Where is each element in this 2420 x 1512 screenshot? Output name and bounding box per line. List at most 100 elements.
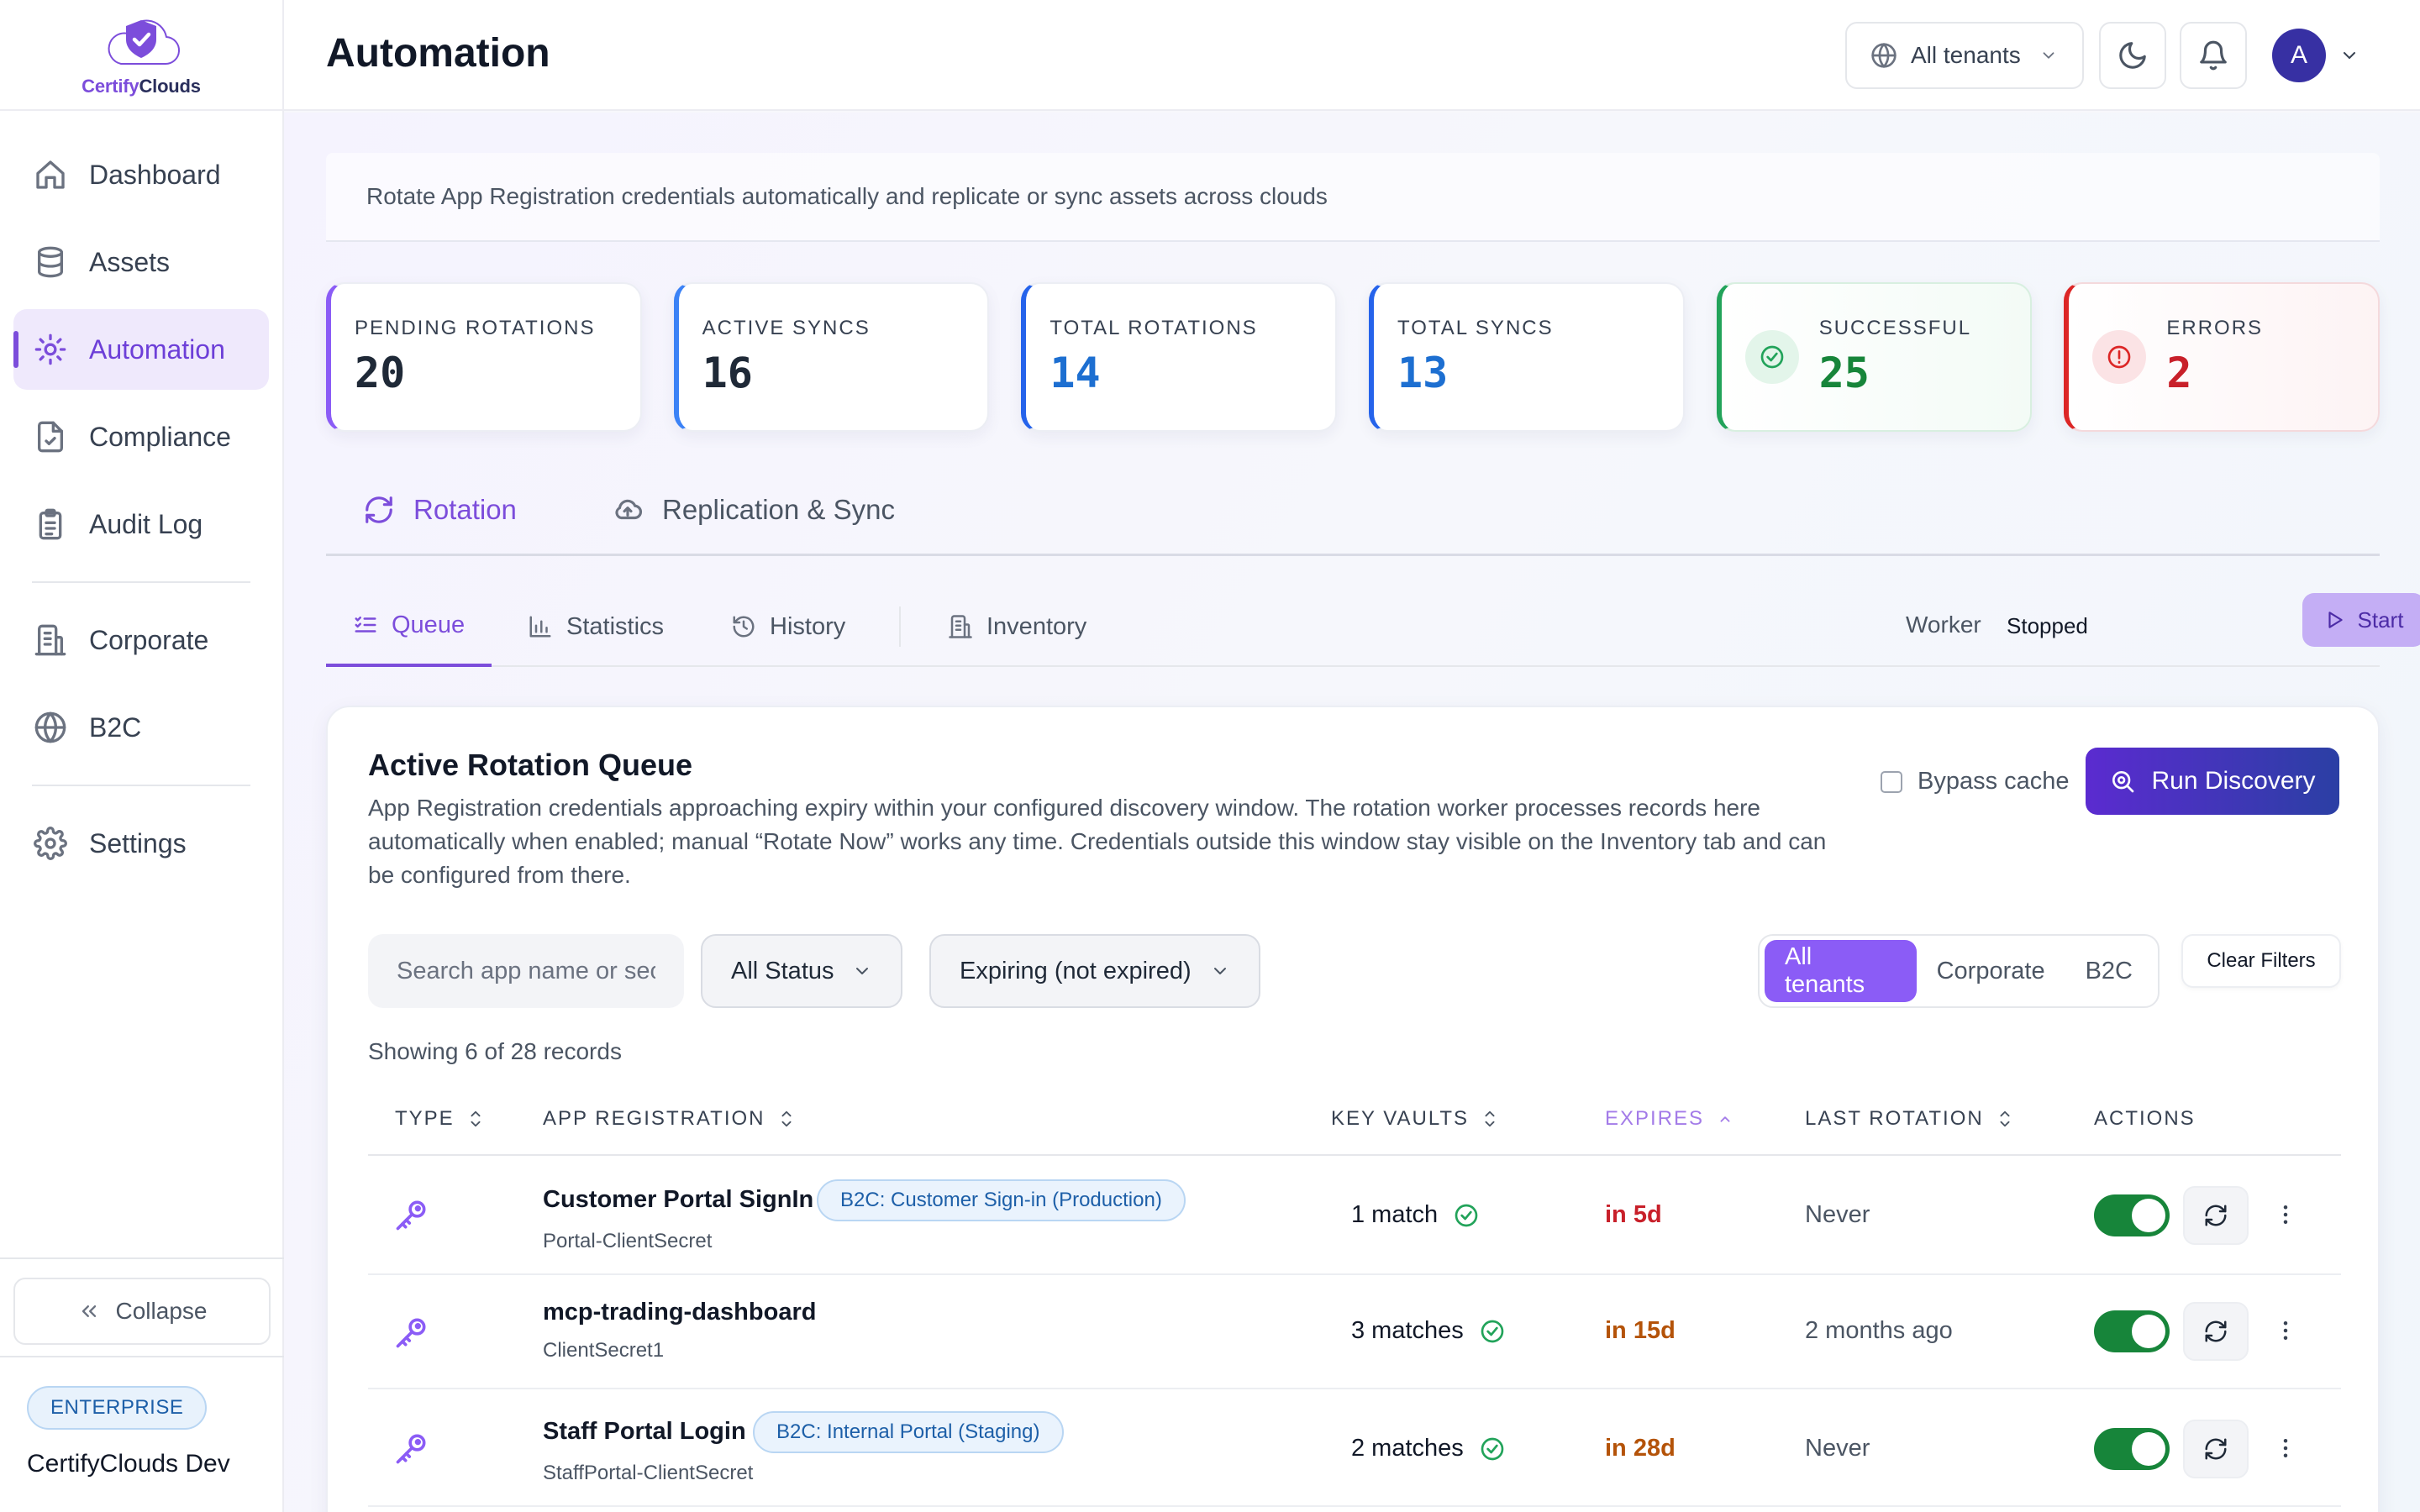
stat-value: 2 bbox=[2166, 349, 2192, 397]
avatar[interactable]: A bbox=[2272, 29, 2326, 82]
tab-statistics[interactable]: Statistics bbox=[528, 586, 664, 667]
segment-all-tenants[interactable]: All tenants bbox=[1765, 940, 1917, 1002]
stat-value: 20 bbox=[355, 349, 406, 397]
search-input[interactable] bbox=[368, 934, 684, 1008]
table-row[interactable]: mcp-trading-dashboard ClientSecret1 3 ma… bbox=[368, 1275, 2341, 1389]
collapse-label: Collapse bbox=[115, 1298, 208, 1324]
column-label: ACTIONS bbox=[2094, 1107, 2196, 1130]
tenant-badge: B2C: Customer Sign-in (Production) bbox=[817, 1179, 1186, 1221]
tenant-badge: B2C: Internal Portal (Staging) bbox=[753, 1411, 1064, 1453]
cloud-shield-logo-icon bbox=[108, 19, 180, 66]
tab-label: Rotation bbox=[413, 494, 517, 525]
theme-toggle-button[interactable] bbox=[2099, 22, 2166, 89]
plan-badge: ENTERPRISE bbox=[27, 1386, 208, 1430]
run-discovery-button[interactable]: Run Discovery bbox=[2086, 748, 2339, 815]
sort-icon bbox=[781, 1110, 791, 1127]
sidebar-item-label: Settings bbox=[89, 827, 187, 858]
tab-label: Queue bbox=[392, 611, 466, 638]
stats-row: PENDING ROTATIONS 20 ACTIVE SYNCS 16 TOT… bbox=[326, 282, 2381, 432]
tab-queue[interactable]: Queue bbox=[326, 586, 492, 667]
refresh-icon bbox=[2205, 1205, 2227, 1226]
sidebar-item-label: B2C bbox=[89, 711, 142, 743]
column-header-app-registration[interactable]: APP REGISTRATION bbox=[543, 1107, 796, 1131]
stat-card-successful: SUCCESSFUL 25 bbox=[1716, 282, 2033, 432]
stat-label: TOTAL ROTATIONS bbox=[1050, 317, 1258, 339]
check-circle-icon bbox=[1760, 345, 1784, 369]
auto-rotate-toggle[interactable] bbox=[2094, 1310, 2170, 1352]
collapse-area: Collapse bbox=[0, 1257, 284, 1345]
row-menu-button[interactable] bbox=[2260, 1305, 2311, 1356]
auto-rotate-toggle[interactable] bbox=[2094, 1428, 2170, 1470]
home-icon bbox=[36, 160, 65, 189]
column-header-expires[interactable]: EXPIRES bbox=[1605, 1107, 1734, 1131]
start-worker-button[interactable]: Start bbox=[2302, 593, 2420, 647]
column-header-key-vaults[interactable]: KEY VAULTS bbox=[1331, 1107, 1499, 1131]
sidebar-item-b2c[interactable]: B2C bbox=[13, 687, 269, 768]
table-header: TYPE APP REGISTRATION KEY VAULTS EXPIRES… bbox=[368, 1085, 2341, 1156]
sidebar-item-assets[interactable]: Assets bbox=[13, 222, 269, 302]
secret-name: ClientSecret1 bbox=[543, 1339, 665, 1362]
history-icon bbox=[733, 616, 755, 638]
chevron-down-icon bbox=[856, 968, 868, 974]
auto-rotate-toggle[interactable] bbox=[2094, 1194, 2170, 1236]
row-menu-button[interactable] bbox=[2260, 1423, 2311, 1473]
rotation-queue-table: TYPE APP REGISTRATION KEY VAULTS EXPIRES… bbox=[368, 1085, 2341, 1507]
notifications-button[interactable] bbox=[2180, 22, 2247, 89]
stat-icon-wrap bbox=[2092, 330, 2147, 384]
tenant-selector-label: All tenants bbox=[1911, 42, 2021, 68]
refresh-icon bbox=[366, 496, 392, 523]
stat-label: ERRORS bbox=[2166, 317, 2264, 339]
chevron-down-icon[interactable] bbox=[2339, 45, 2360, 66]
stat-card-pending-rotations: PENDING ROTATIONS 20 bbox=[326, 282, 642, 432]
column-header-last-rotation[interactable]: LAST ROTATION bbox=[1805, 1107, 2014, 1131]
chevrons-left-icon bbox=[82, 1305, 96, 1317]
search-icon bbox=[2112, 771, 2134, 793]
tab-history[interactable]: History bbox=[731, 586, 845, 667]
sidebar-item-audit-log[interactable]: Audit Log bbox=[13, 484, 269, 564]
last-rotation-value: Never bbox=[1805, 1201, 1870, 1228]
table-row[interactable]: Customer Portal SignIn B2C: Customer Sig… bbox=[368, 1156, 2341, 1275]
logo[interactable]: CertifyClouds bbox=[0, 0, 282, 111]
alert-circle-icon bbox=[2108, 345, 2131, 369]
tab-rotation[interactable]: Rotation bbox=[363, 464, 517, 556]
sidebar-item-label: Corporate bbox=[89, 624, 209, 655]
status-filter-select[interactable]: All Status bbox=[701, 934, 902, 1008]
column-label: KEY VAULTS bbox=[1331, 1107, 1470, 1130]
row-menu-button[interactable] bbox=[2260, 1189, 2311, 1240]
column-header-actions: ACTIONS bbox=[2094, 1107, 2196, 1131]
collapse-button[interactable]: Collapse bbox=[13, 1278, 271, 1345]
expires-value: in 15d bbox=[1605, 1317, 1676, 1344]
records-count: Showing 6 of 28 records bbox=[368, 1038, 622, 1064]
rotate-now-button[interactable] bbox=[2183, 1302, 2249, 1361]
segment-corporate[interactable]: Corporate bbox=[1936, 957, 2045, 984]
chevron-down-icon bbox=[2043, 52, 2054, 59]
check-circle-icon bbox=[1455, 1204, 1478, 1226]
expiry-filter-select[interactable]: Expiring (not expired) bbox=[929, 934, 1260, 1008]
nav-divider bbox=[32, 785, 250, 786]
app-name[interactable]: mcp-trading-dashboard bbox=[543, 1299, 817, 1326]
stat-value: 16 bbox=[702, 349, 753, 397]
sort-ascending-icon bbox=[1720, 1116, 1730, 1122]
sidebar-item-automation[interactable]: Automation bbox=[13, 309, 269, 390]
checkbox-box[interactable] bbox=[1881, 770, 1902, 793]
refresh-icon bbox=[2205, 1320, 2227, 1342]
bypass-cache-checkbox[interactable]: Bypass cache bbox=[1881, 768, 2070, 795]
rotate-now-button[interactable] bbox=[2183, 1420, 2249, 1478]
tab-inventory[interactable]: Inventory bbox=[948, 586, 1086, 667]
app-name[interactable]: Customer Portal SignIn bbox=[543, 1186, 814, 1213]
tenant-selector[interactable]: All tenants bbox=[1845, 22, 2084, 89]
app-name[interactable]: Staff Portal Login bbox=[543, 1418, 746, 1445]
sidebar-item-compliance[interactable]: Compliance bbox=[13, 396, 269, 477]
status-filter-value: All Status bbox=[731, 957, 834, 984]
column-header-type[interactable]: TYPE bbox=[395, 1107, 485, 1131]
column-label: TYPE bbox=[395, 1107, 455, 1130]
segment-b2c[interactable]: B2C bbox=[2085, 957, 2133, 984]
tab-replication-sync[interactable]: Replication & Sync bbox=[612, 464, 895, 556]
table-row[interactable]: Staff Portal Login B2C: Internal Portal … bbox=[368, 1389, 2341, 1507]
sidebar-item-dashboard[interactable]: Dashboard bbox=[13, 134, 269, 215]
clear-filters-button[interactable]: Clear Filters bbox=[2181, 934, 2341, 988]
sidebar-item-settings[interactable]: Settings bbox=[13, 803, 269, 884]
key-vault-matches: 3 matches bbox=[1351, 1317, 1506, 1345]
rotate-now-button[interactable] bbox=[2183, 1186, 2249, 1245]
sidebar-item-corporate[interactable]: Corporate bbox=[13, 600, 269, 680]
